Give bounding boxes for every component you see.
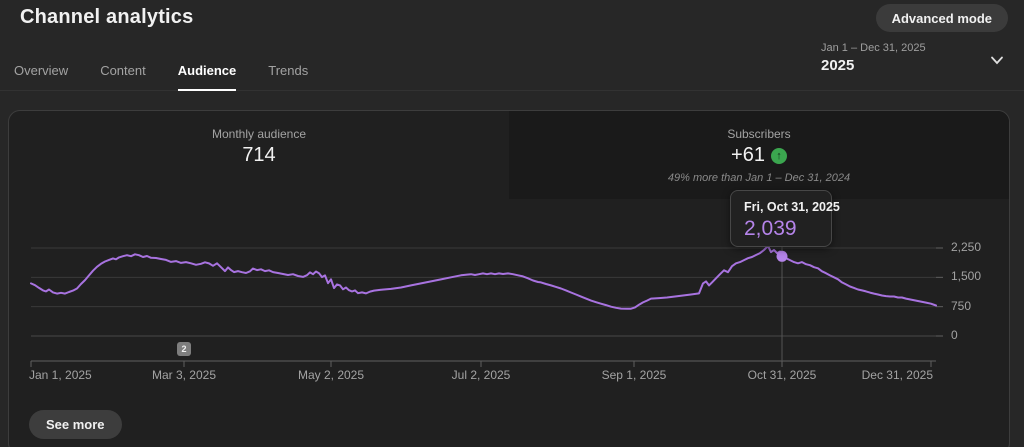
tab-trends[interactable]: Trends — [268, 63, 309, 78]
x-tick-label: Jan 1, 2025 — [29, 368, 92, 382]
date-selected-year: 2025 — [821, 57, 855, 74]
x-tick-label: Jul 2, 2025 — [451, 368, 511, 382]
chevron-down-icon[interactable] — [988, 54, 1006, 68]
analytics-tabs: Overview Content Audience Trends — [0, 54, 1024, 91]
date-range-label: Jan 1 – Dec 31, 2025 — [821, 42, 926, 54]
metric-label: Subscribers — [727, 127, 791, 141]
y-tick-label: 2,250 — [951, 240, 982, 254]
tab-audience[interactable]: Audience — [177, 54, 237, 91]
top-bar: Channel analytics Advanced mode — [0, 0, 1024, 40]
metric-value: +61 — [731, 144, 765, 166]
metric-comparison: 49% more than Jan 1 – Dec 31, 2024 — [667, 172, 851, 184]
tab-overview[interactable]: Overview — [14, 63, 69, 78]
x-tick-label: Oct 31, 2025 — [747, 368, 817, 382]
tab-content[interactable]: Content — [100, 63, 146, 78]
tooltip-value: 2,039 — [744, 217, 797, 240]
metric-value-row: +61 ↑ — [509, 144, 1009, 167]
x-tick-label: May 2, 2025 — [297, 368, 365, 382]
x-tick-label: Mar 3, 2025 — [151, 368, 217, 382]
arrow-up-circle-icon: ↑ — [770, 147, 787, 164]
y-tick-label: 0 — [951, 328, 958, 342]
x-tick-label: Dec 31, 2025 — [861, 368, 933, 382]
date-range-picker[interactable]: Jan 1 – Dec 31, 2025 2025 — [818, 40, 1008, 78]
chart-area[interactable] — [9, 236, 1009, 386]
metric-header-row: Monthly audience 714 Subscribers +61 ↑ 4… — [9, 111, 1009, 199]
tooltip-date: Fri, Oct 31, 2025 — [744, 200, 840, 214]
page-title: Channel analytics — [20, 6, 194, 28]
x-tick-label: Sep 1, 2025 — [601, 368, 667, 382]
audience-line-chart[interactable] — [9, 236, 1009, 386]
y-tick-label: 1,500 — [951, 269, 982, 284]
metric-label: Monthly audience — [211, 127, 307, 141]
advanced-mode-button[interactable]: Advanced mode — [875, 4, 1008, 32]
metric-value: 714 — [242, 144, 276, 166]
see-more-button[interactable]: See more — [29, 410, 122, 439]
y-tick-label: 750 — [951, 298, 972, 313]
chart-tooltip: Fri, Oct 31, 2025 2,039 — [730, 190, 840, 247]
chart-event-marker[interactable]: 2 — [177, 342, 191, 356]
metric-monthly-audience[interactable]: Monthly audience 714 — [9, 111, 509, 199]
metric-subscribers[interactable]: Subscribers +61 ↑ 49% more than Jan 1 – … — [509, 111, 1009, 199]
analytics-card: Monthly audience 714 Subscribers +61 ↑ 4… — [8, 110, 1010, 447]
